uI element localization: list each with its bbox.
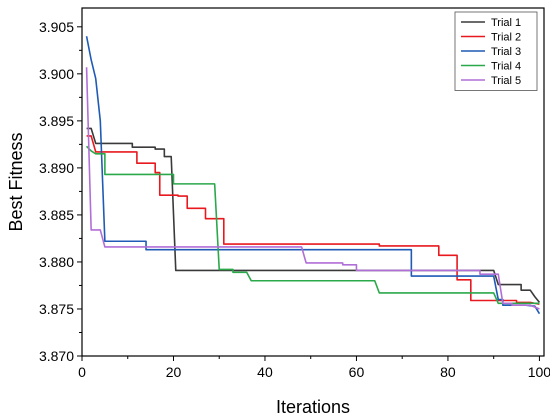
- series-line-trial-2: [86, 135, 540, 306]
- x-axis-ticks: 0 20 40 60 80 100: [78, 356, 550, 380]
- plot-area: [85, 36, 541, 315]
- y-tick-label: 3.875: [39, 301, 74, 317]
- x-tick-label: 100: [528, 364, 550, 380]
- series-line-trial-4: [85, 145, 540, 305]
- y-tick-label: 3.905: [39, 19, 74, 35]
- y-axis-label: Best Fitness: [6, 132, 26, 231]
- legend-label: Trial 2: [491, 32, 521, 44]
- y-tick-label: 3.885: [39, 207, 74, 223]
- x-tick-label: 40: [257, 364, 273, 380]
- x-tick-label: 20: [166, 364, 182, 380]
- legend-label: Trial 1: [491, 17, 521, 29]
- series-line-trial-1: [86, 127, 541, 303]
- y-tick-label: 3.895: [39, 113, 74, 129]
- x-tick-label: 80: [440, 364, 456, 380]
- legend-label: Trial 4: [491, 61, 521, 73]
- legend-label: Trial 3: [491, 46, 521, 58]
- x-tick-label: 60: [349, 364, 365, 380]
- y-axis-ticks: 3.870 3.875 3.880 3.885 3.890 3.895 3.900 3.905: [39, 19, 82, 364]
- legend: Trial 1 Trial 2 Trial 3 Trial 4 Trial 5: [454, 11, 538, 91]
- series-line-trial-5: [85, 67, 540, 310]
- x-axis-label: Iterations: [276, 397, 350, 417]
- legend-label: Trial 5: [491, 75, 521, 87]
- y-tick-label: 3.880: [39, 254, 74, 270]
- y-tick-label: 3.900: [39, 66, 74, 82]
- x-tick-label: 0: [78, 364, 86, 380]
- y-tick-label: 3.870: [39, 348, 74, 364]
- axes-frame: [81, 7, 545, 357]
- y-tick-label: 3.890: [39, 160, 74, 176]
